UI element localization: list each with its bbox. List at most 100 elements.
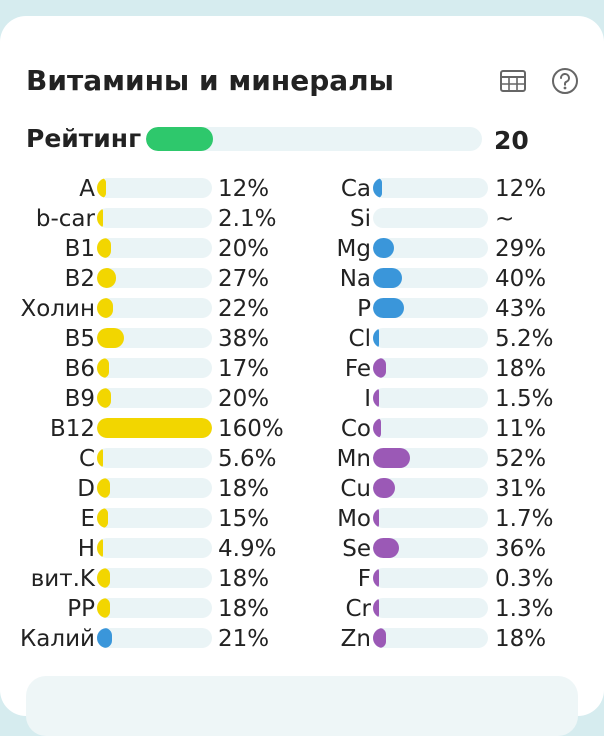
nutrient-bar-fill [373,478,396,498]
nutrient-value: ~ [495,206,515,232]
nutrient-value: 18% [495,356,547,382]
nutrient-row: E 15% [0,506,604,536]
nutrient-value: 21% [218,626,270,652]
nutrient-bar-fill [373,238,394,258]
nutrient-bar-fill [97,238,112,258]
nutrient-name: Mo [337,506,371,532]
nutrient-name: A [79,176,95,202]
rating-bar [146,127,482,151]
nutrient-name: Cl [348,326,371,352]
nutrient-row: Mo 1.7% [0,506,604,536]
nutrient-value: 18% [218,566,270,592]
nutrient-value: 15% [218,506,270,532]
nutrient-name: B1 [64,236,95,262]
nutrient-row: C 5.6% [0,446,604,476]
nutrient-name: b-car [35,206,95,232]
nutrient-row: P 43% [0,296,604,326]
nutrient-row: I 1.5% [0,386,604,416]
table-icon[interactable] [498,66,528,96]
rating-bar-fill [146,127,214,151]
nutrient-bar [373,238,488,258]
nutrient-bar-fill [373,598,379,618]
nutrient-value: 40% [495,266,547,292]
nutrient-name: вит.K [30,566,95,592]
nutrient-bar [97,628,212,648]
nutrient-bar [97,448,212,468]
nutrient-name: H [77,536,95,562]
nutrient-value: 31% [495,476,547,502]
nutrient-value: 22% [218,296,270,322]
nutrient-value: 12% [218,176,270,202]
nutrient-bar-fill [97,298,113,318]
nutrient-bar-fill [373,418,381,438]
nutrient-name: B6 [64,356,95,382]
nutrient-value: 18% [218,476,270,502]
nutrient-name: Cr [345,596,371,622]
vitamins-minerals-card: Витамины и минералы Рейтинг 20 A 12% b-car… [0,16,604,736]
nutrient-bar-fill [97,388,112,408]
nutrient-value: 2.1% [218,206,277,232]
nutrient-name: Fe [344,356,371,382]
nutrient-value: 43% [495,296,547,322]
nutrient-bar [97,538,212,558]
nutrient-bar [97,178,212,198]
nutrient-bar-fill [97,448,103,468]
nutrient-row: D 18% [0,476,604,506]
nutrient-bar-fill [97,208,103,228]
nutrient-bar-fill [373,568,379,588]
nutrient-name: Холин [20,296,95,322]
nutrient-bar [97,298,212,318]
rating-value: 20 [494,126,529,155]
nutrient-bar [97,508,212,528]
nutrient-value: 11% [495,416,547,442]
nutrient-row: B6 17% [0,356,604,386]
nutrient-value: 20% [218,236,270,262]
nutrient-bar [97,208,212,228]
nutrient-row: Na 40% [0,266,604,296]
help-circle-icon[interactable] [550,66,580,96]
nutrient-bar-fill [97,328,125,348]
nutrient-row: B9 20% [0,386,604,416]
nutrient-row: F 0.3% [0,566,604,596]
nutrient-bar [97,478,212,498]
nutrient-bar [373,628,488,648]
nutrient-name: P [357,296,371,322]
nutrient-value: 1.7% [495,506,554,532]
nutrient-value: 5.2% [495,326,554,352]
nutrient-row: PP 18% [0,596,604,626]
nutrient-value: 29% [495,236,547,262]
nutrient-row: B2 27% [0,266,604,296]
nutrient-bar-fill [97,508,108,528]
nutrient-row: B5 38% [0,326,604,356]
nutrient-bar [373,568,488,588]
nutrient-bar [373,298,488,318]
nutrient-row: B1 20% [0,236,604,266]
nutrient-name: Na [339,266,371,292]
nutrient-bar-fill [373,298,404,318]
nutrient-name: Zn [340,626,371,652]
nutrient-bar [373,448,488,468]
nutrient-name: C [78,446,95,472]
nutrient-row: Калий 21% [0,626,604,656]
nutrient-bar-fill [373,388,379,408]
nutrient-bar [373,268,488,288]
nutrient-name: B12 [49,416,95,442]
nutrient-name: Mg [336,236,371,262]
nutrient-name: Mn [336,446,371,472]
nutrient-name: Cu [340,476,371,502]
nutrient-row: Cu 31% [0,476,604,506]
nutrient-bar [373,538,488,558]
nutrient-bar [97,418,212,438]
nutrient-row: Zn 18% [0,626,604,656]
nutrient-bar [97,238,212,258]
nutrient-bar-fill [97,418,212,438]
nutrient-name: Se [342,536,371,562]
nutrient-row: Cl 5.2% [0,326,604,356]
nutrient-name: E [80,506,95,532]
nutrient-row: H 4.9% [0,536,604,566]
nutrient-row: A 12% [0,176,604,206]
nutrient-row: вит.K 18% [0,566,604,596]
nutrient-value: 18% [495,626,547,652]
nutrient-bar [373,478,488,498]
nutrient-name: F [357,566,371,592]
